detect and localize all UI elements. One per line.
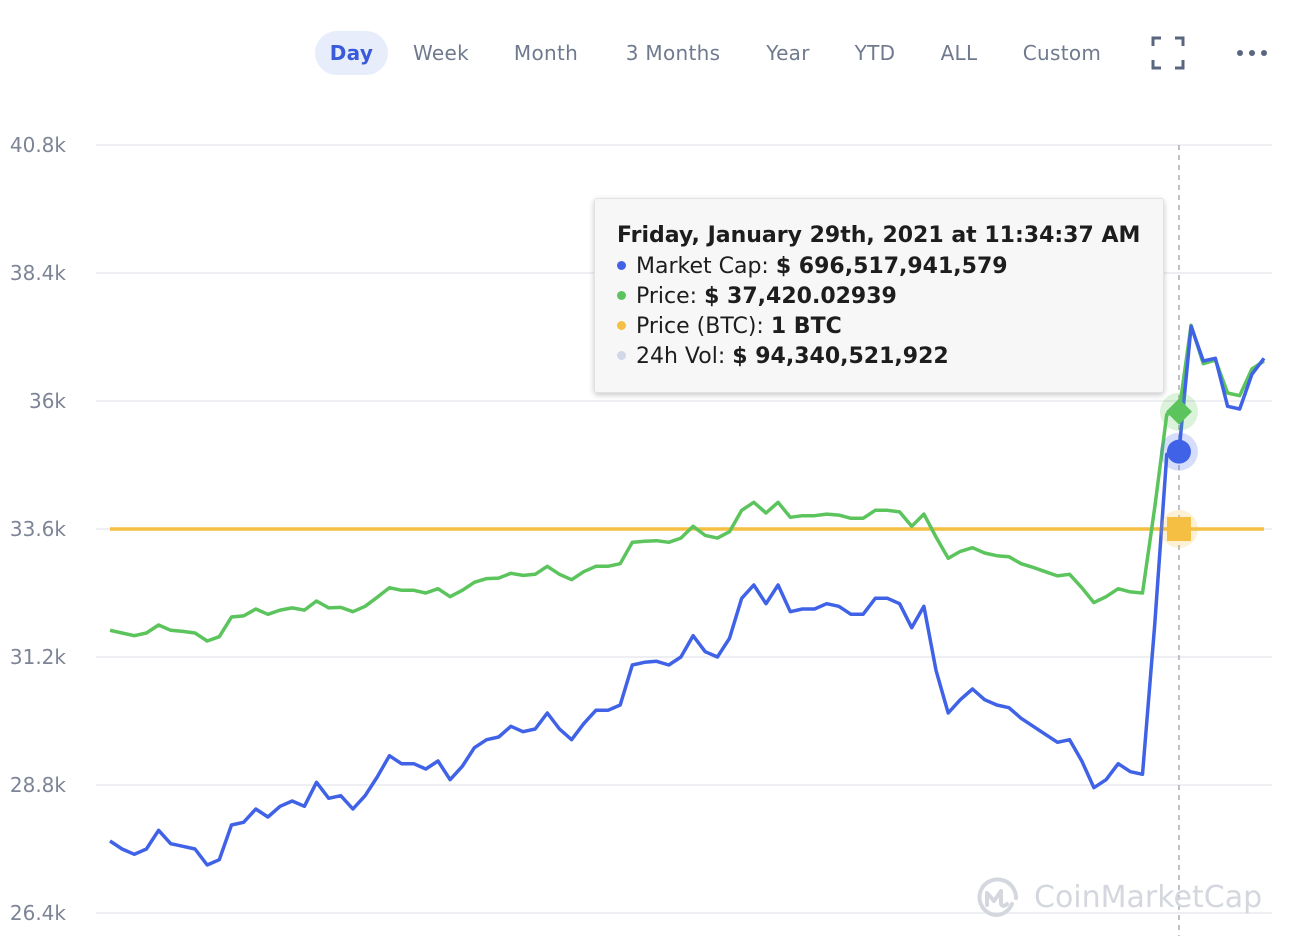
price-dot-icon bbox=[617, 290, 626, 300]
price-btc-marker bbox=[1166, 517, 1191, 541]
y-tick-label: 33.6k bbox=[10, 517, 67, 541]
fullscreen-icon[interactable] bbox=[1151, 36, 1185, 70]
price-btc-dot-icon bbox=[617, 320, 626, 330]
y-tick-label: 40.8k bbox=[10, 133, 67, 157]
tooltip-row-market-cap: Market Cap: $ 696,517,941,579 bbox=[617, 254, 1008, 279]
y-tick-label: 38.4k bbox=[10, 261, 67, 285]
y-axis-labels: 40.8k 38.4k 36k 33.6k 31.2k 28.8k 26.4k bbox=[10, 133, 67, 925]
tab-3-months[interactable]: 3 Months bbox=[625, 41, 721, 65]
tab-day[interactable]: Day bbox=[315, 31, 388, 75]
y-tick-label: 31.2k bbox=[10, 645, 67, 669]
watermark-text: CoinMarketCap bbox=[1034, 880, 1263, 915]
tooltip-label: 24h Vol: bbox=[636, 344, 726, 369]
tab-all[interactable]: ALL bbox=[940, 41, 978, 65]
tooltip-row-price-btc: Price (BTC): 1 BTC bbox=[617, 314, 842, 339]
time-range-toolbar: Day Week Month 3 Months Year YTD ALL Cus… bbox=[0, 0, 1292, 100]
y-tick-label: 28.8k bbox=[10, 773, 67, 797]
tooltip-value: $ 696,517,941,579 bbox=[775, 254, 1008, 279]
tooltip-label: Market Cap: bbox=[636, 254, 769, 279]
tab-ytd[interactable]: YTD bbox=[854, 41, 896, 65]
y-tick-label: 26.4k bbox=[10, 901, 67, 925]
price-line bbox=[109, 323, 1265, 643]
tooltip-row-volume: 24h Vol: $ 94,340,521,922 bbox=[617, 344, 949, 369]
tab-month[interactable]: Month bbox=[513, 41, 579, 65]
tab-year[interactable]: Year bbox=[766, 41, 810, 65]
tab-week[interactable]: Week bbox=[413, 41, 469, 65]
volume-dot-icon bbox=[617, 350, 626, 360]
chart-tooltip: Friday, January 29th, 2021 at 11:34:37 A… bbox=[594, 198, 1164, 393]
tooltip-label: Price: bbox=[636, 284, 698, 309]
tab-custom[interactable]: Custom bbox=[1022, 41, 1102, 65]
y-tick-label: 36k bbox=[29, 389, 66, 413]
market-cap-line bbox=[109, 324, 1266, 867]
tooltip-value: 1 BTC bbox=[770, 314, 842, 339]
tooltip-row-price: Price: $ 37,420.02939 bbox=[617, 284, 897, 309]
market-cap-marker bbox=[1166, 439, 1191, 464]
coinmarketcap-logo-icon bbox=[977, 877, 1018, 917]
tooltip-title: Friday, January 29th, 2021 at 11:34:37 A… bbox=[617, 223, 1141, 248]
price-marker bbox=[1165, 398, 1192, 425]
more-options-icon[interactable] bbox=[1235, 36, 1269, 70]
hover-markers bbox=[1159, 392, 1198, 548]
market-cap-dot-icon bbox=[617, 260, 626, 270]
series-lines bbox=[109, 323, 1266, 867]
tooltip-value: $ 37,420.02939 bbox=[704, 284, 897, 309]
tooltip-value: $ 94,340,521,922 bbox=[732, 344, 949, 369]
tooltip-label: Price (BTC): bbox=[636, 314, 764, 339]
